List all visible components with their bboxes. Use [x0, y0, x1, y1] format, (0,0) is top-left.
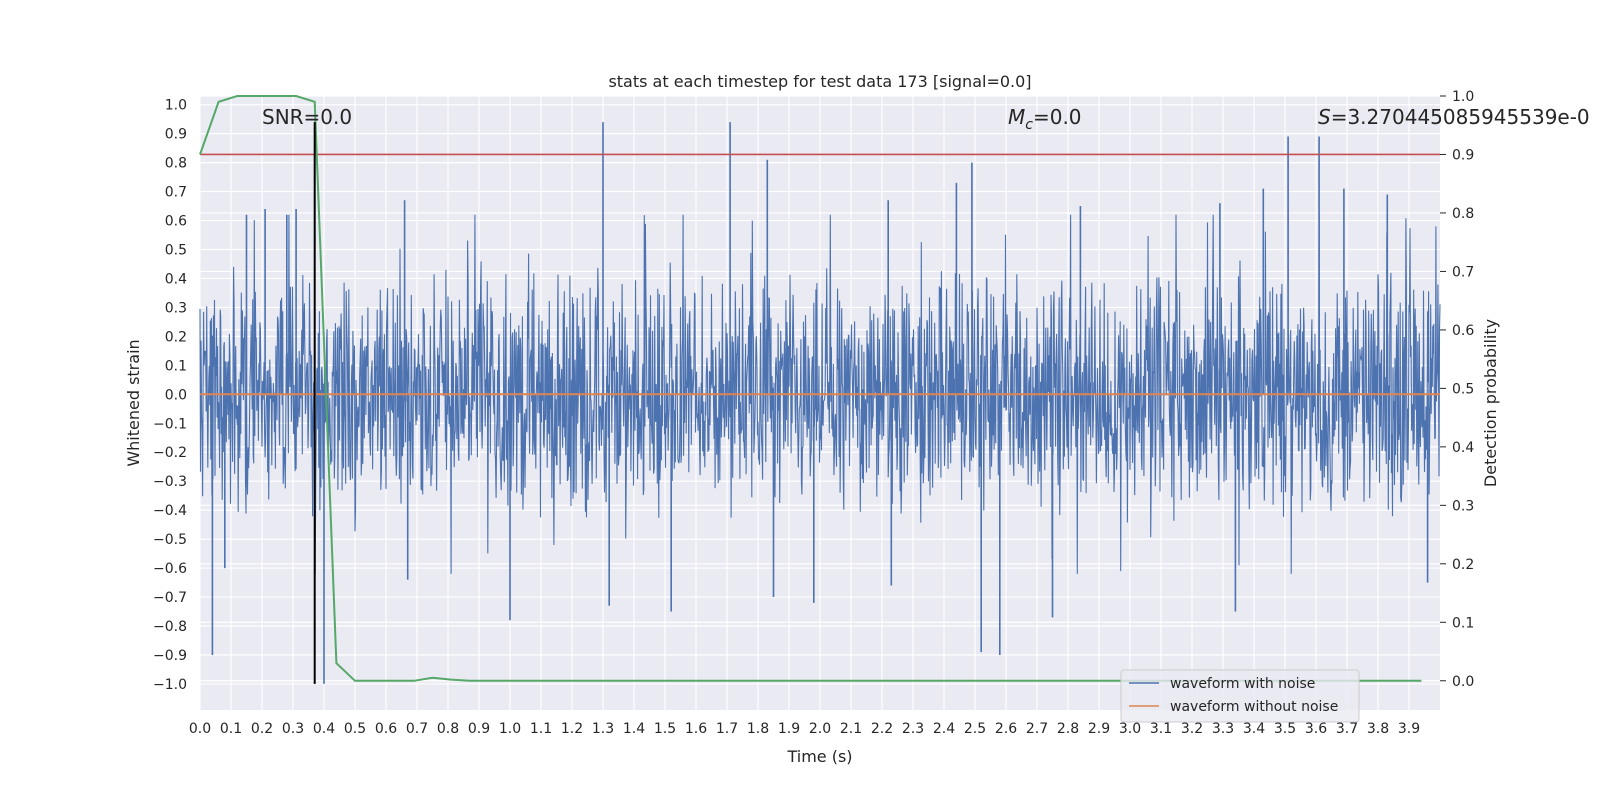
x-tick-label: 3.5 — [1274, 721, 1296, 737]
legend-box — [1120, 669, 1360, 723]
x-tick-label: 1.1 — [530, 721, 552, 737]
x-tick-label: 0.5 — [344, 721, 366, 737]
x-tick-label: 3.3 — [1212, 721, 1234, 737]
y2-tick-label: 0.7 — [1452, 264, 1474, 280]
y-tick-label: 0.5 — [165, 243, 187, 259]
x-tick-label: 1.6 — [685, 721, 707, 737]
y-tick-label: 0.2 — [165, 329, 187, 345]
x-tick-label: 0.6 — [375, 721, 397, 737]
y-tick-label: −0.8 — [153, 619, 187, 635]
y-tick-label: −0.3 — [153, 474, 187, 490]
x-tick-label: 0.1 — [220, 721, 242, 737]
x-tick-label: 1.0 — [499, 721, 521, 737]
y2-tick-label: 0.8 — [1452, 206, 1474, 222]
x-tick-label: 2.7 — [1026, 721, 1048, 737]
x-tick-label: 2.5 — [964, 721, 986, 737]
detection-probability-line — [199, 95, 1422, 682]
x-tick-label: 3.7 — [1336, 721, 1358, 737]
y-tick-label: −1.0 — [153, 677, 187, 693]
x-tick-label: 3.1 — [1150, 721, 1172, 737]
mc-prefix: M — [1008, 105, 1025, 129]
y2-tick-label: 0.4 — [1452, 440, 1474, 456]
ticks-layer: 0.0 0.1 0.2 0.3 0.4 0.5 0.6 0.7 0.8 0.9 1.0 1.1 1.2 1… — [153, 89, 1474, 737]
y-tick-label: −0.2 — [153, 445, 187, 461]
y2-tick-label: 0.5 — [1452, 381, 1474, 397]
x-tick-label: 0.8 — [437, 721, 459, 737]
x-tick-label: 0.2 — [251, 721, 273, 737]
legend-label-noise: waveform with noise — [1170, 676, 1315, 692]
lines-layer — [199, 95, 1440, 684]
snr-annotation: SNR=0.0 — [262, 105, 352, 129]
mc-annotation: Mc=0.0 — [1008, 105, 1082, 133]
x-tick-label: 2.9 — [1088, 721, 1110, 737]
x-tick-label: 3.2 — [1181, 721, 1203, 737]
x-tick-label: 0.3 — [282, 721, 304, 737]
y-tick-label: 0.4 — [165, 271, 187, 287]
mc-value: =0.0 — [1033, 105, 1082, 129]
s-value: =3.270445085945539e-0 — [1331, 105, 1590, 129]
y2-tick-label: 0.1 — [1452, 615, 1474, 631]
x-tick-label: 3.0 — [1119, 721, 1141, 737]
s-prefix: S — [1318, 105, 1331, 129]
y-tick-label: 0.0 — [165, 387, 187, 403]
waveform-with-noise-line — [199, 214, 1441, 574]
mc-subscript: c — [1025, 117, 1033, 133]
y-tick-label: −0.1 — [153, 416, 187, 432]
y2-tick-label: 0.2 — [1452, 557, 1474, 573]
chart-title: stats at each timestep for test data 173… — [608, 72, 1031, 91]
y-tick-label: 1.0 — [165, 98, 187, 114]
x-tick-label: 0.0 — [189, 721, 211, 737]
grid — [199, 95, 1440, 710]
legend: waveform with noise waveform without noi… — [1120, 669, 1360, 723]
y2-tick-label: 0.0 — [1452, 674, 1474, 690]
x-tick-label: 2.4 — [933, 721, 955, 737]
y-tick-label: 0.3 — [165, 300, 187, 316]
y-tick-label: 0.1 — [165, 358, 187, 374]
y-tick-label: 0.8 — [165, 156, 187, 172]
x-tick-label: 1.7 — [716, 721, 738, 737]
s-annotation: S=3.270445085945539e-0 — [1318, 105, 1590, 129]
y2-tick-label: 0.6 — [1452, 323, 1474, 339]
y-tick-label: −0.9 — [153, 648, 187, 664]
x-tick-label: 3.6 — [1305, 721, 1327, 737]
x-axis-label: Time (s) — [786, 747, 852, 766]
x-tick-label: 1.5 — [654, 721, 676, 737]
y-tick-label: 0.6 — [165, 214, 187, 230]
x-tick-label: 1.8 — [747, 721, 769, 737]
waveform-with-noise-layer — [199, 122, 1441, 684]
x-tick-label: 1.2 — [561, 721, 583, 737]
x-tick-label: 2.0 — [809, 721, 831, 737]
x-tick-label: 1.4 — [623, 721, 645, 737]
y-tick-label: 0.9 — [165, 127, 187, 143]
y2-tick-label: 1.0 — [1452, 89, 1474, 105]
y-tick-label: −0.7 — [153, 590, 187, 606]
x-tick-label: 0.9 — [468, 721, 490, 737]
x-tick-label: 0.7 — [406, 721, 428, 737]
x-tick-label: 2.1 — [840, 721, 862, 737]
x-tick-label: 0.4 — [313, 721, 335, 737]
x-tick-label: 2.2 — [871, 721, 893, 737]
y-tick-label: −0.4 — [153, 503, 187, 519]
legend-label-clean: waveform without noise — [1170, 699, 1338, 715]
x-tick-label: 1.3 — [592, 721, 614, 737]
y-axis-label: Whitened strain — [124, 339, 143, 466]
x-tick-label: 2.8 — [1057, 721, 1079, 737]
x-tick-label: 1.9 — [778, 721, 800, 737]
y-tick-label: −0.6 — [153, 561, 187, 577]
y2-tick-label: 0.9 — [1452, 147, 1474, 163]
y2-tick-label: 0.3 — [1452, 498, 1474, 514]
x-tick-label: 2.3 — [902, 721, 924, 737]
x-tick-label: 3.9 — [1398, 721, 1420, 737]
x-tick-label: 2.6 — [995, 721, 1017, 737]
x-tick-label: 3.4 — [1243, 721, 1265, 737]
x-tick-label: 3.8 — [1367, 721, 1389, 737]
y2-axis-label: Detection probability — [1481, 319, 1500, 487]
y-tick-label: −0.5 — [153, 532, 187, 548]
y-tick-label: 0.7 — [165, 185, 187, 201]
